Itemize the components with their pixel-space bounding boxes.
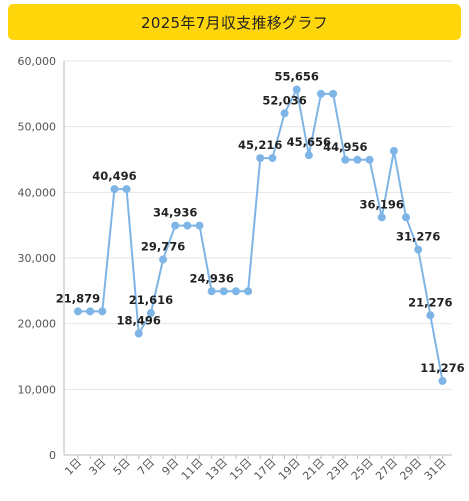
x-tick-label: 9日: [159, 456, 181, 478]
series-line-layer: [78, 88, 444, 382]
data-point: [231, 287, 240, 296]
data-point: [122, 185, 131, 194]
data-label: 34,936: [153, 206, 197, 220]
x-tick-label: 29日: [397, 456, 424, 483]
data-point: [244, 287, 253, 296]
y-tick-label: 0: [49, 449, 56, 462]
data-label: 52,036: [262, 93, 306, 107]
data-point: [377, 213, 386, 222]
data-point: [292, 85, 301, 94]
data-label: 21,879: [56, 291, 100, 305]
data-point: [74, 307, 82, 316]
data-label: 29,776: [141, 239, 185, 253]
data-point: [280, 109, 289, 118]
x-tick-label: 5日: [111, 456, 133, 478]
y-tick-label: 40,000: [18, 186, 57, 199]
y-tick-label: 50,000: [18, 121, 57, 134]
x-tick-label: 17日: [252, 456, 279, 483]
x-tick-label: 21日: [300, 456, 327, 483]
data-point: [110, 185, 119, 194]
y-tick-label: 10,000: [18, 383, 57, 396]
chart-title: 2025年7月収支推移グラフ: [141, 13, 328, 32]
data-point: [341, 155, 350, 164]
data-point: [402, 213, 411, 222]
x-tick-label: 19日: [276, 456, 303, 483]
data-label: 44,956: [323, 140, 367, 154]
x-tick-label: 1日: [62, 456, 84, 478]
chart-title-bar: 2025年7月収支推移グラフ: [8, 4, 461, 40]
data-point: [207, 287, 216, 296]
data-label: 36,196: [360, 197, 404, 211]
data-label: 21,276: [408, 295, 452, 309]
data-label: 21,616: [129, 293, 173, 307]
grid-layer: [64, 60, 452, 456]
data-point: [86, 307, 95, 316]
data-point: [183, 221, 192, 230]
data-label: 45,656: [287, 135, 331, 149]
y-tick-label: 20,000: [18, 318, 57, 331]
data-point: [159, 255, 168, 264]
data-point: [171, 221, 180, 230]
data-point: [426, 311, 435, 320]
data-label-layer: 21,879 40,496 18,496 21,616 29,776 34,936 24,9…: [56, 70, 465, 375]
x-tick-label: 15日: [227, 456, 254, 483]
data-point: [365, 155, 374, 164]
x-tick-label: 7日: [135, 456, 157, 478]
data-label: 24,936: [189, 271, 233, 285]
x-tick-label: 13日: [203, 456, 230, 483]
data-point: [268, 154, 277, 163]
data-label: 55,656: [275, 70, 319, 84]
x-tick-label: 11日: [179, 456, 206, 483]
data-point: [134, 329, 143, 338]
data-point: [353, 155, 362, 164]
data-point: [329, 89, 338, 98]
y-tick-label: 60,000: [18, 55, 57, 68]
series-line: [78, 88, 444, 382]
x-tick-label: 3日: [87, 456, 109, 478]
data-label: 11,276: [420, 361, 464, 375]
data-point: [146, 309, 155, 318]
data-point: [389, 146, 398, 155]
x-tick-label: 23日: [325, 456, 352, 483]
data-point: [317, 89, 325, 98]
data-label: 31,276: [396, 230, 440, 244]
data-label: 18,496: [117, 314, 161, 328]
data-point: [414, 245, 423, 254]
data-point: [195, 221, 204, 230]
data-point: [256, 154, 265, 163]
x-tick-label: 25日: [349, 456, 376, 483]
x-tick-label: 31日: [422, 456, 449, 483]
point-layer: [74, 85, 447, 385]
x-tick-label: 27日: [373, 456, 400, 483]
data-point: [304, 151, 313, 160]
data-point: [98, 307, 107, 316]
data-label: 40,496: [92, 169, 136, 183]
data-point: [219, 287, 228, 296]
data-label: 45,216: [238, 138, 282, 152]
y-tick-label: 30,000: [18, 252, 57, 265]
data-point: [438, 376, 447, 385]
